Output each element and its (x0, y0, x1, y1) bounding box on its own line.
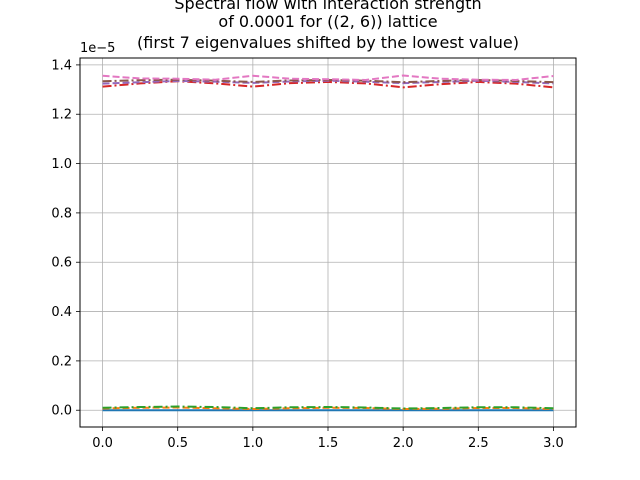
y-axis: 0.0 0.2 0.4 0.6 0.8 1.0 1.2 1.4 (51, 58, 80, 419)
y-tick-label: 0.4 (51, 305, 72, 320)
x-tick-label: 1.0 (243, 436, 264, 451)
series-line-3 (102, 405, 554, 410)
chart-title-line-3: (first 7 eigenvalues shifted by the lowe… (137, 33, 519, 52)
x-tick-label: 2.5 (468, 436, 489, 451)
y-tick-label: 0.8 (51, 206, 72, 221)
y-tick-label: 1.0 (51, 157, 72, 172)
x-tick-label: 2.0 (393, 436, 414, 451)
y-tick-label: 0.6 (51, 256, 72, 271)
x-axis: 0.0 0.5 1.0 1.5 2.0 2.5 3.0 (92, 427, 564, 451)
chart-title: Spectral flow with interaction strength … (137, 0, 519, 52)
chart-title-line-1: Spectral flow with interaction strength (174, 0, 481, 13)
x-tick-label: 3.0 (543, 436, 564, 451)
series-group (102, 74, 554, 412)
x-tick-label: 0.5 (167, 436, 188, 451)
series-line-7 (102, 74, 554, 81)
x-tick-label: 1.5 (318, 436, 339, 451)
chart-title-line-2: of 0.0001 for ((2, 6)) lattice (218, 12, 437, 31)
y-tick-label: 0.2 (51, 354, 72, 369)
grid (80, 58, 576, 427)
x-tick-label: 0.0 (92, 436, 113, 451)
y-tick-label: 1.2 (51, 108, 72, 123)
y-tick-label: 1.4 (51, 58, 72, 73)
y-tick-label: 0.0 (51, 404, 72, 419)
y-axis-offset-label: 1e−5 (80, 41, 115, 56)
